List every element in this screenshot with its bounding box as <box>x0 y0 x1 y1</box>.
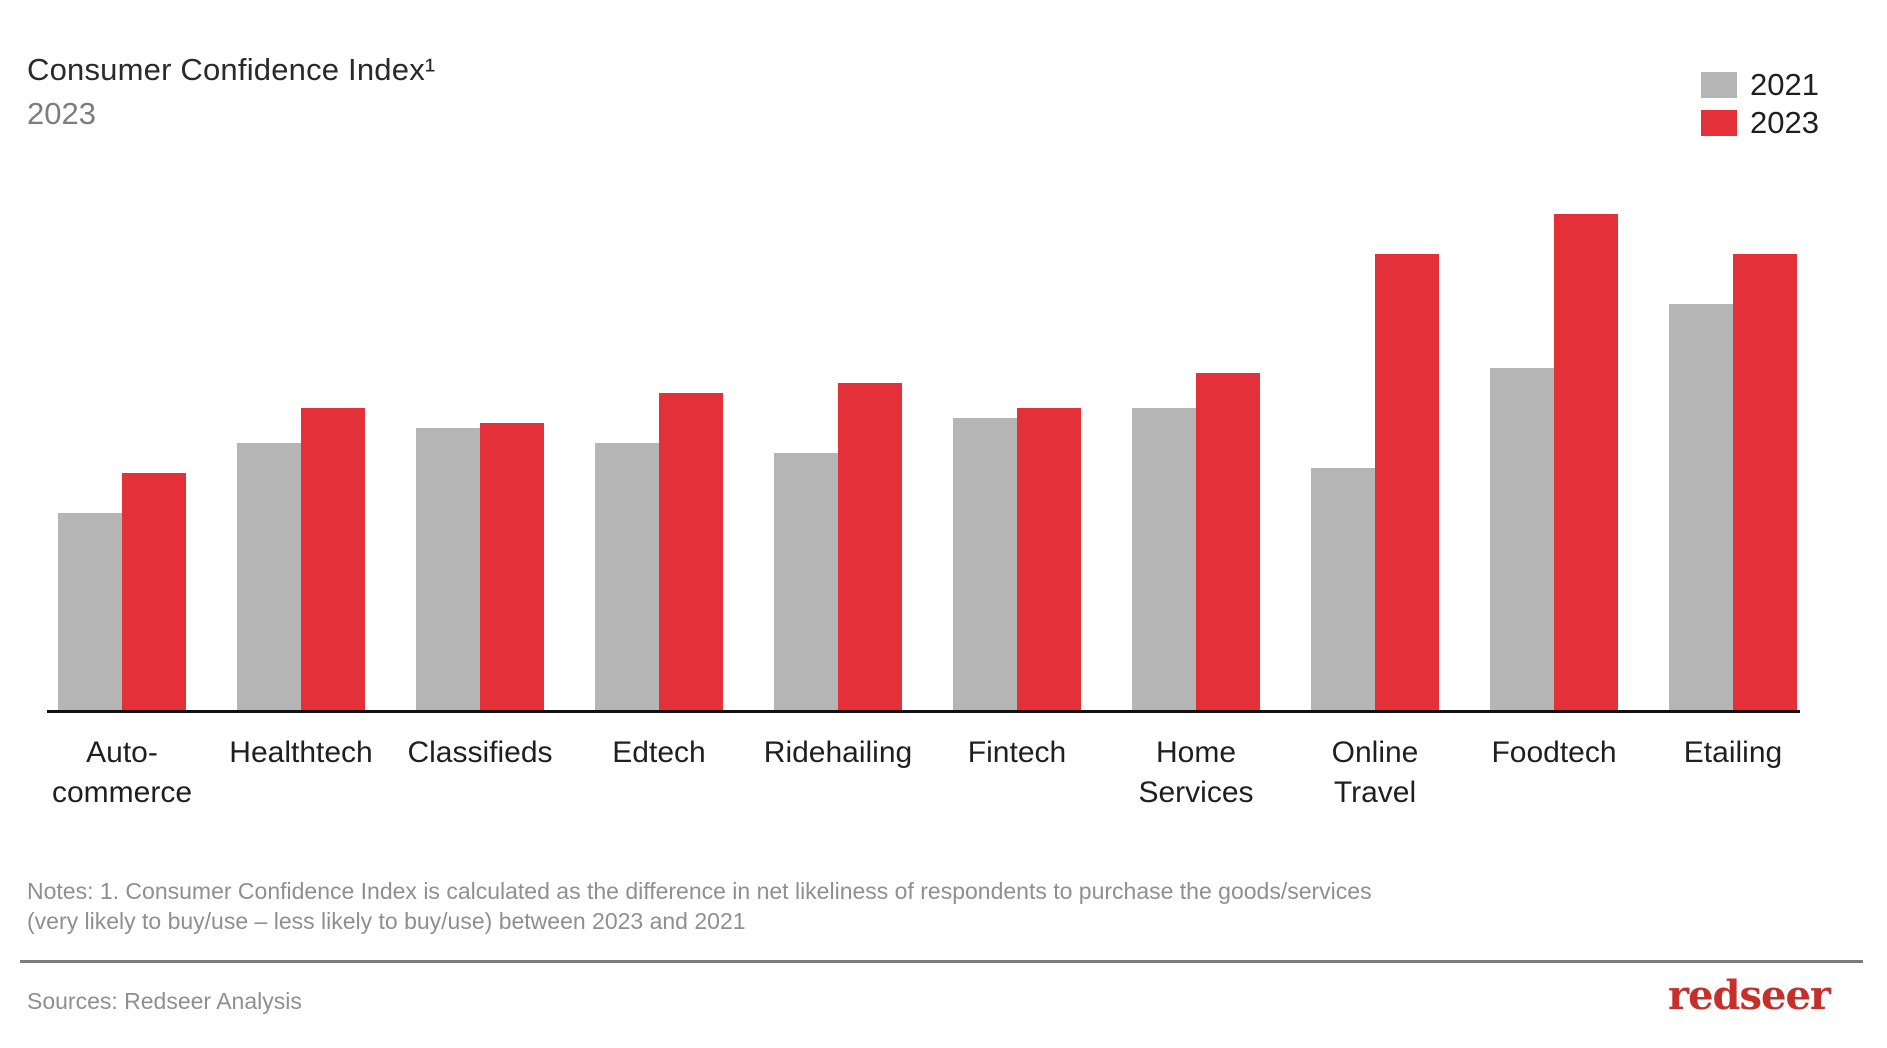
bar-2021-etailing <box>1669 304 1733 712</box>
legend-label-2023: 2023 <box>1750 105 1819 140</box>
notes-line-1: Notes: 1. Consumer Confidence Index is c… <box>27 878 1372 904</box>
bar-2021-home-services <box>1132 408 1196 712</box>
bar-2023-foodtech <box>1554 214 1618 712</box>
x-tick-foodtech: Foodtech <box>1491 736 1617 769</box>
bar-2023-edtech <box>659 393 723 712</box>
bar-2021-fintech <box>953 418 1017 712</box>
x-tick-online-travel: Online Travel <box>1331 736 1419 809</box>
x-tick-classifieds: Classifieds <box>407 736 553 769</box>
legend-swatch-2021 <box>1701 72 1737 98</box>
legend-swatch-2023 <box>1701 110 1737 136</box>
sources-text: Sources: Redseer Analysis <box>27 988 302 1014</box>
legend-item-2021: 2021 <box>1701 67 1819 102</box>
bar-2023-fintech <box>1017 408 1081 712</box>
bar-2023-ridehailing <box>838 383 902 712</box>
chart-subtitle: 2023 <box>27 96 96 131</box>
notes-line-2: (very likely to buy/use – less likely to… <box>27 908 746 934</box>
chart-title: Consumer Confidence Index¹ <box>27 52 436 87</box>
bar-2023-online-travel <box>1375 254 1439 712</box>
bar-2023-etailing <box>1733 254 1797 712</box>
bar-2023-auto-commerce <box>122 473 186 712</box>
footer-divider <box>20 960 1863 963</box>
legend-label-2021: 2021 <box>1750 67 1819 102</box>
bar-2021-edtech <box>595 443 659 712</box>
x-tick-auto-commerce: Auto- commerce <box>51 736 193 809</box>
bar-2023-healthtech <box>301 408 365 712</box>
bar-2021-classifieds <box>416 428 480 712</box>
legend-item-2023: 2023 <box>1701 105 1819 140</box>
x-tick-etailing: Etailing <box>1683 736 1783 769</box>
bar-2023-classifieds <box>480 423 544 712</box>
legend: 2021 2023 <box>1701 67 1819 148</box>
x-tick-home-services: Home Services <box>1138 736 1254 809</box>
redseer-logo: redseer <box>1668 972 1831 1019</box>
bar-2021-healthtech <box>237 443 301 712</box>
x-tick-ridehailing: Ridehailing <box>763 736 913 769</box>
bar-2021-online-travel <box>1311 468 1375 712</box>
bar-2023-home-services <box>1196 373 1260 712</box>
x-tick-healthtech: Healthtech <box>229 736 373 769</box>
notes-text: Notes: 1. Consumer Confidence Index is c… <box>27 876 1372 936</box>
bar-2021-auto-commerce <box>58 513 122 712</box>
x-axis-line <box>47 710 1800 713</box>
bar-2021-foodtech <box>1490 368 1554 712</box>
x-tick-edtech: Edtech <box>612 736 706 769</box>
x-tick-fintech: Fintech <box>967 736 1067 769</box>
bar-2021-ridehailing <box>774 453 838 712</box>
